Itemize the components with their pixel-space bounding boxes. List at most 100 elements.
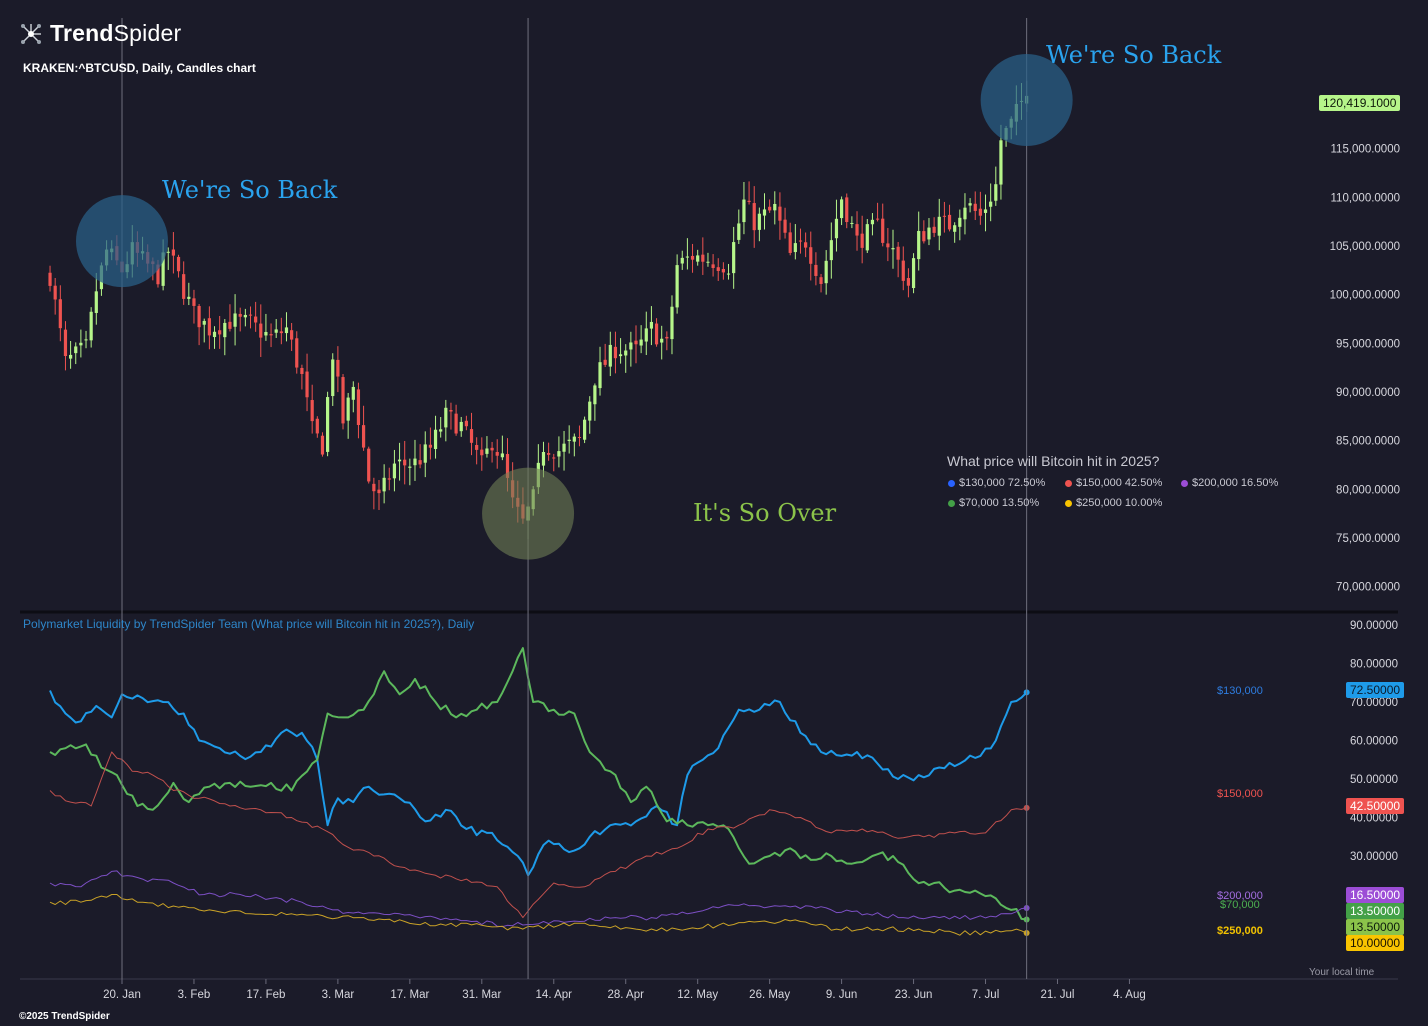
- x-axis-tick: 23. Jun: [895, 989, 933, 1001]
- candle-body: [762, 209, 767, 216]
- series-end-label-130k: $130,000: [1217, 685, 1263, 697]
- candle-body: [495, 452, 499, 456]
- candle-body: [618, 354, 623, 357]
- series-line-1: [49, 647, 1027, 921]
- candle-body: [310, 400, 314, 422]
- indicator-axis-tick: 80.00000: [1350, 659, 1398, 671]
- candle-body: [814, 264, 818, 276]
- candle-body: [58, 299, 62, 329]
- candle-body: [989, 201, 993, 207]
- candle-body: [572, 436, 576, 442]
- candle-body: [834, 218, 839, 239]
- legend-item-150k: $150,000 42.50%: [1065, 477, 1162, 489]
- candle-body: [274, 329, 278, 333]
- value-badge-70k: 13.50000: [1346, 903, 1405, 919]
- candle-body: [978, 208, 982, 216]
- candle-body: [439, 429, 443, 432]
- candle-body: [392, 463, 397, 479]
- series-end-label-150k: $150,000: [1217, 788, 1263, 800]
- candle-body: [485, 448, 489, 454]
- candle-body: [228, 321, 232, 329]
- series-line-3: [49, 870, 1027, 928]
- x-axis-tick: 17. Feb: [246, 989, 285, 1001]
- legend-item-200k: $200,000 16.50%: [1181, 477, 1278, 489]
- candle-body: [367, 448, 371, 482]
- candle-body: [634, 340, 638, 345]
- current-price-badge: 120,419.1000: [1319, 95, 1401, 111]
- candle-body: [742, 199, 746, 223]
- candle-body: [819, 277, 823, 284]
- candle-body: [757, 213, 761, 230]
- candle-body: [418, 460, 422, 465]
- candle-body: [994, 184, 998, 201]
- candle-body: [413, 458, 417, 466]
- candle-body: [963, 207, 967, 220]
- candle-body: [428, 444, 432, 448]
- price-axis-tick: 90,000.0000: [1336, 387, 1400, 399]
- candle-body: [387, 478, 391, 480]
- candle-body: [855, 224, 859, 236]
- candle-body: [706, 261, 710, 263]
- candle-body: [192, 298, 196, 306]
- candle-body: [444, 407, 448, 428]
- candle-body: [644, 328, 648, 342]
- candle-body: [829, 240, 833, 261]
- candle-body: [711, 264, 715, 268]
- candle-body: [675, 265, 679, 308]
- candle-body: [382, 477, 386, 492]
- candle-body: [665, 336, 669, 339]
- candle-body: [608, 344, 612, 367]
- x-axis-tick: 14. Apr: [536, 989, 573, 1001]
- candle-body: [94, 291, 98, 313]
- series-line-4: [49, 894, 1027, 936]
- candle-body: [870, 219, 875, 225]
- candle-body: [603, 359, 607, 365]
- candle-body: [917, 230, 921, 260]
- candle-body: [469, 429, 474, 443]
- candle-body: [315, 418, 319, 434]
- candle-body: [768, 206, 772, 211]
- candle-body: [346, 397, 350, 421]
- local-time-label: Your local time: [1309, 967, 1375, 978]
- candle-body: [793, 243, 797, 253]
- candle-body: [588, 401, 592, 421]
- candle-body: [336, 359, 340, 377]
- candle-body: [798, 240, 803, 242]
- candle-body: [218, 330, 222, 335]
- candle-body: [593, 385, 597, 405]
- candle-body: [773, 203, 777, 211]
- price-axis-tick: 110,000.0000: [1331, 192, 1401, 204]
- candle-body: [176, 256, 181, 272]
- candle-body: [423, 444, 427, 463]
- candle-body: [156, 264, 160, 285]
- candle-body: [63, 329, 68, 357]
- candle-body: [187, 296, 191, 299]
- series-line-2: [49, 751, 1027, 919]
- candle-body: [850, 222, 854, 224]
- candle-body: [947, 214, 952, 230]
- candle-body: [505, 453, 510, 478]
- annotation-were-so-back-left: We're So Back: [162, 176, 338, 204]
- candle-body: [331, 359, 335, 397]
- candle-body: [716, 267, 720, 271]
- candle-body: [670, 306, 674, 340]
- candle-body: [341, 377, 345, 424]
- value-badge-150k: 42.50000: [1346, 798, 1405, 814]
- candle-body: [552, 457, 556, 459]
- candle-body: [721, 268, 725, 273]
- candle-body: [911, 258, 916, 289]
- candle-body: [84, 339, 88, 341]
- candle-body: [809, 247, 813, 264]
- candle-body: [860, 233, 864, 248]
- candle-body: [953, 225, 957, 232]
- candle-body: [732, 242, 736, 274]
- candle-body: [547, 453, 551, 455]
- candle-body: [824, 260, 828, 284]
- candle-body: [372, 483, 376, 492]
- candle-body: [680, 257, 684, 264]
- x-axis-tick: 21. Jul: [1041, 989, 1075, 1001]
- x-axis-tick: 7. Jul: [972, 989, 1000, 1001]
- price-axis-tick: 70,000.0000: [1336, 582, 1400, 594]
- candle-body: [397, 459, 402, 462]
